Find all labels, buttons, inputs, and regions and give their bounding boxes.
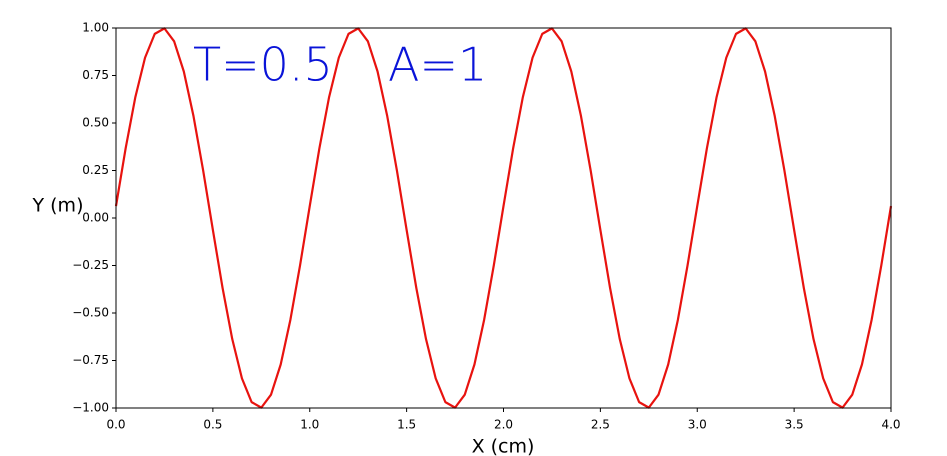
y-tick-label: 0.50 [82,116,109,130]
annotation: A=1 [388,38,487,92]
line-series [114,27,893,409]
y-tick-label: 0.00 [82,211,109,225]
x-tick-label: 0.5 [203,418,222,432]
y-axis-label: Y (m) [32,195,84,217]
x-tick-label: 2.5 [591,418,610,432]
x-tick-label: 4.0 [881,418,900,432]
y-tick-label: −0.25 [72,258,109,272]
y-tick-label: 1.00 [82,21,109,35]
x-tick-label: 1.5 [397,418,416,432]
x-tick-label: 3.5 [785,418,804,432]
y-tick-label: 0.75 [82,68,109,82]
y-tick-label: −0.75 [72,353,109,367]
y-tick-label: −0.50 [72,306,109,320]
y-tick-label: −1.00 [72,401,109,415]
x-axis-label: X (cm) [472,436,535,456]
x-tick-label: 1.0 [300,418,319,432]
x-tick-label: 0.0 [106,418,125,432]
x-tick-label: 2.0 [494,418,513,432]
y-tick-label: 0.25 [82,163,109,177]
plot-frame [115,27,892,409]
annotation: T=0.5 [193,38,333,92]
x-tick-label: 3.0 [688,418,707,432]
